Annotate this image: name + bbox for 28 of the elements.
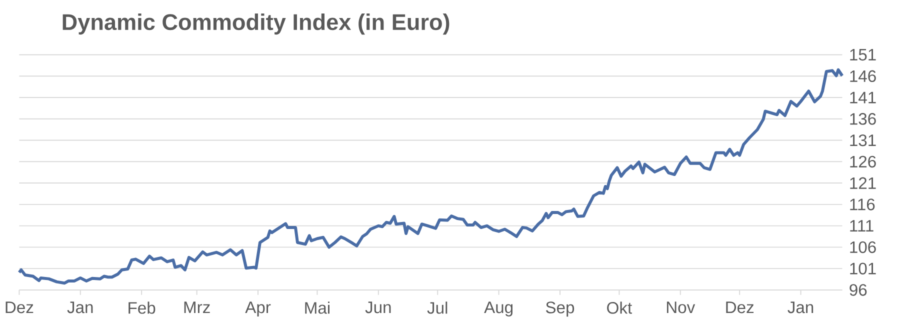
x-tick-label: Mrz [184, 302, 210, 314]
y-tick-label: 111 [850, 220, 874, 232]
x-tick-label: Sep [546, 302, 574, 317]
x-tick-label: Jan [67, 302, 93, 314]
x-tick-label: Apr [245, 302, 271, 317]
y-tick-label: 136 [850, 113, 876, 125]
y-tick-label: 96 [850, 284, 867, 296]
x-tick-label: Aug [484, 302, 513, 317]
x-tick-label: Nov [666, 302, 696, 314]
x-tick-label: Jul [427, 302, 448, 314]
x-tick-label: Okt [607, 302, 632, 314]
line-series [18, 68, 844, 285]
y-tick-label: 141 [850, 92, 876, 104]
chart-title: Dynamic Commodity Index (in Euro) [62, 14, 450, 35]
y-tick-label: 126 [850, 156, 876, 168]
x-tick-label: Jan [788, 302, 814, 314]
y-tick-label: 146 [850, 70, 876, 82]
x-tick-label: Jun [365, 302, 391, 314]
y-tick-label: 116 [850, 198, 875, 210]
x-tick-label: Dez [6, 302, 34, 314]
x-tick-label: Dez [726, 302, 754, 314]
y-tick-label: 151 [850, 49, 876, 61]
y-tick-label: 121 [850, 177, 876, 189]
x-tick-label: Feb [128, 302, 156, 314]
y-tick-label: 101 [850, 262, 876, 275]
y-tick-label: 106 [850, 241, 876, 254]
y-tick-label: 131 [850, 134, 876, 146]
x-tick-label: Mai [305, 302, 330, 314]
